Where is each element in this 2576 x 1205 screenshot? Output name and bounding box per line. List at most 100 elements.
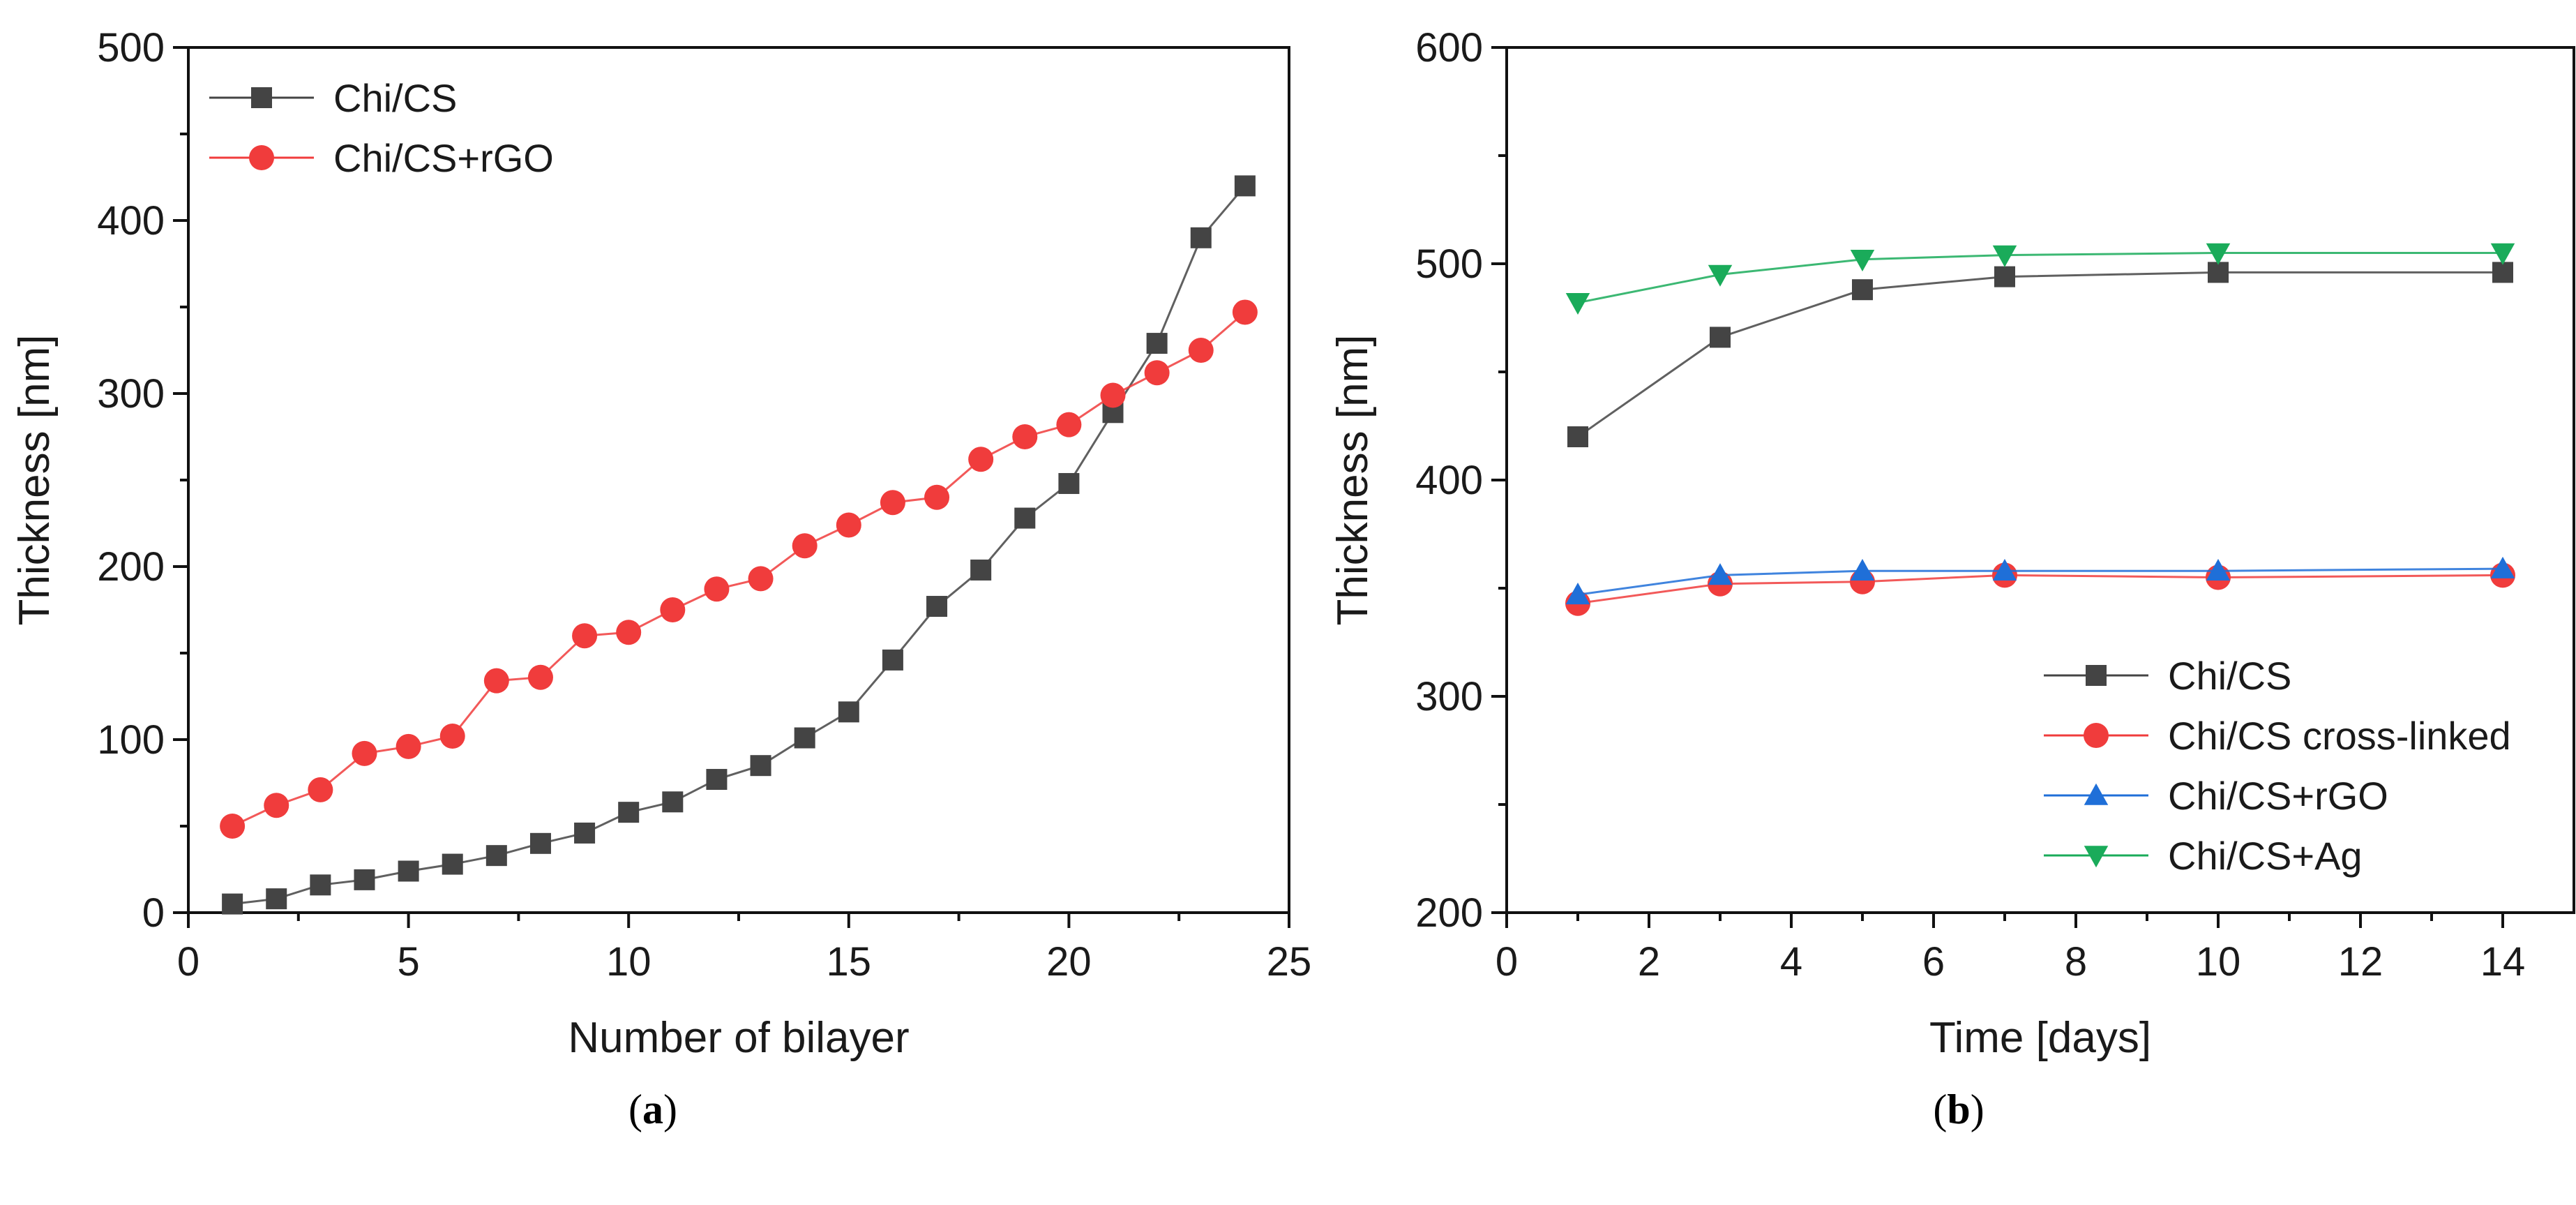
y-tick-label: 200 — [97, 544, 165, 590]
data-point — [748, 566, 774, 592]
data-point — [1567, 426, 1588, 447]
data-point — [1850, 250, 1875, 272]
data-point — [2206, 558, 2231, 581]
data-point — [222, 893, 243, 915]
x-tick-label: 20 — [1046, 939, 1092, 985]
data-point — [880, 490, 905, 516]
data-point — [750, 755, 771, 777]
data-point — [838, 701, 859, 723]
legend-marker — [249, 145, 274, 170]
x-tick-label: 14 — [2480, 939, 2526, 985]
x-axis-label: Number of bilayer — [568, 1014, 909, 1062]
data-point — [704, 576, 730, 602]
series-chi-cs-ag — [1565, 243, 2515, 315]
data-point — [220, 814, 246, 839]
data-point — [442, 853, 463, 875]
y-tick-label: 600 — [1415, 25, 1483, 70]
legend-marker — [2084, 723, 2109, 748]
x-tick-label: 2 — [1638, 939, 1660, 985]
data-point — [662, 791, 684, 813]
data-point — [792, 533, 818, 559]
y-tick-label: 0 — [142, 890, 165, 936]
panel-b-caption-letter: b — [1947, 1086, 1970, 1132]
series-line — [232, 185, 1246, 906]
series-line — [1577, 567, 2503, 596]
x-tick-label: 10 — [2196, 939, 2241, 985]
data-point — [1100, 382, 1126, 408]
data-point — [836, 512, 861, 538]
data-point — [1850, 558, 1875, 581]
series-chi-cs — [1567, 262, 2513, 447]
legend: Chi/CS Chi/CS+rGO — [209, 76, 554, 180]
y-axis-label: Thickness [nm] — [10, 335, 59, 626]
data-point — [264, 793, 289, 818]
legend-label: Chi/CS+rGO — [333, 136, 554, 180]
data-point — [1565, 583, 1590, 605]
legend-label: Chi/CS cross-linked — [2168, 714, 2511, 758]
y-tick-label: 500 — [97, 25, 165, 70]
y-tick-label: 100 — [97, 717, 165, 763]
x-tick-label: 5 — [397, 939, 419, 985]
x-tick-label: 8 — [2065, 939, 2087, 985]
data-point — [439, 724, 465, 749]
data-point — [310, 874, 331, 896]
data-point — [574, 822, 596, 844]
plot-frame — [1505, 46, 2575, 914]
data-point — [398, 860, 419, 882]
x-tick-label: 0 — [1496, 939, 1518, 985]
data-point — [266, 888, 287, 910]
data-point — [1710, 327, 1731, 348]
data-point — [1992, 245, 2017, 267]
series-line — [232, 311, 1246, 828]
x-axis-label: Time [days] — [1929, 1014, 2151, 1062]
legend-marker — [2086, 665, 2107, 686]
x-tick-label: 0 — [177, 939, 199, 985]
data-point — [1992, 558, 2017, 581]
data-point — [616, 620, 642, 645]
y-tick-label: 300 — [1415, 674, 1483, 719]
series-chi-cs-rgo — [220, 299, 1258, 839]
y-tick-label: 300 — [97, 371, 165, 417]
data-point — [483, 668, 509, 694]
legend-label: Chi/CS — [2168, 654, 2291, 698]
y-tick-label: 500 — [1415, 241, 1483, 287]
data-point — [529, 832, 551, 854]
series-line — [1577, 252, 2503, 304]
x-tick-label: 6 — [1922, 939, 1945, 985]
legend-label: Chi/CS — [333, 76, 457, 120]
x-tick-label: 10 — [606, 939, 651, 985]
legend-label: Chi/CS+Ag — [2168, 834, 2363, 878]
data-point — [618, 802, 640, 823]
x-tick-label: 12 — [2338, 939, 2383, 985]
data-point — [485, 845, 507, 867]
data-point — [1146, 333, 1168, 354]
data-point — [1565, 293, 1590, 315]
data-point — [1232, 299, 1258, 325]
y-tick-label: 400 — [97, 198, 165, 244]
data-point — [1852, 279, 1873, 301]
data-point — [1014, 507, 1036, 529]
y-tick-label: 400 — [1415, 458, 1483, 503]
data-point — [1056, 412, 1082, 437]
panel-a-chart: 0 5 10 15 20 25 0 100 200 300 400 500 Number of bila… — [10, 25, 1311, 1062]
data-point — [1708, 563, 1733, 585]
data-point — [882, 649, 903, 671]
data-point — [308, 777, 333, 802]
data-point — [2492, 262, 2513, 283]
data-point — [660, 597, 686, 622]
data-point — [2206, 243, 2231, 265]
data-point — [1188, 338, 1214, 363]
legend-marker — [2084, 846, 2109, 868]
data-point — [352, 740, 377, 766]
data-point — [926, 596, 948, 618]
legend-marker — [2084, 783, 2109, 805]
data-point — [970, 559, 992, 581]
data-point — [1144, 360, 1170, 386]
legend: Chi/CS Chi/CS cross-linked Chi/CS+rGO Chi/C… — [2044, 654, 2511, 878]
data-point — [1234, 175, 1256, 197]
data-point — [354, 869, 375, 890]
data-point — [396, 733, 421, 759]
x-tick-label: 25 — [1267, 939, 1312, 985]
panel-b-chart: 0 2 4 6 8 10 12 14 200 300 400 500 600 Time [days] Thi… — [1329, 25, 2575, 1062]
y-tick-label: 200 — [1415, 890, 1483, 936]
